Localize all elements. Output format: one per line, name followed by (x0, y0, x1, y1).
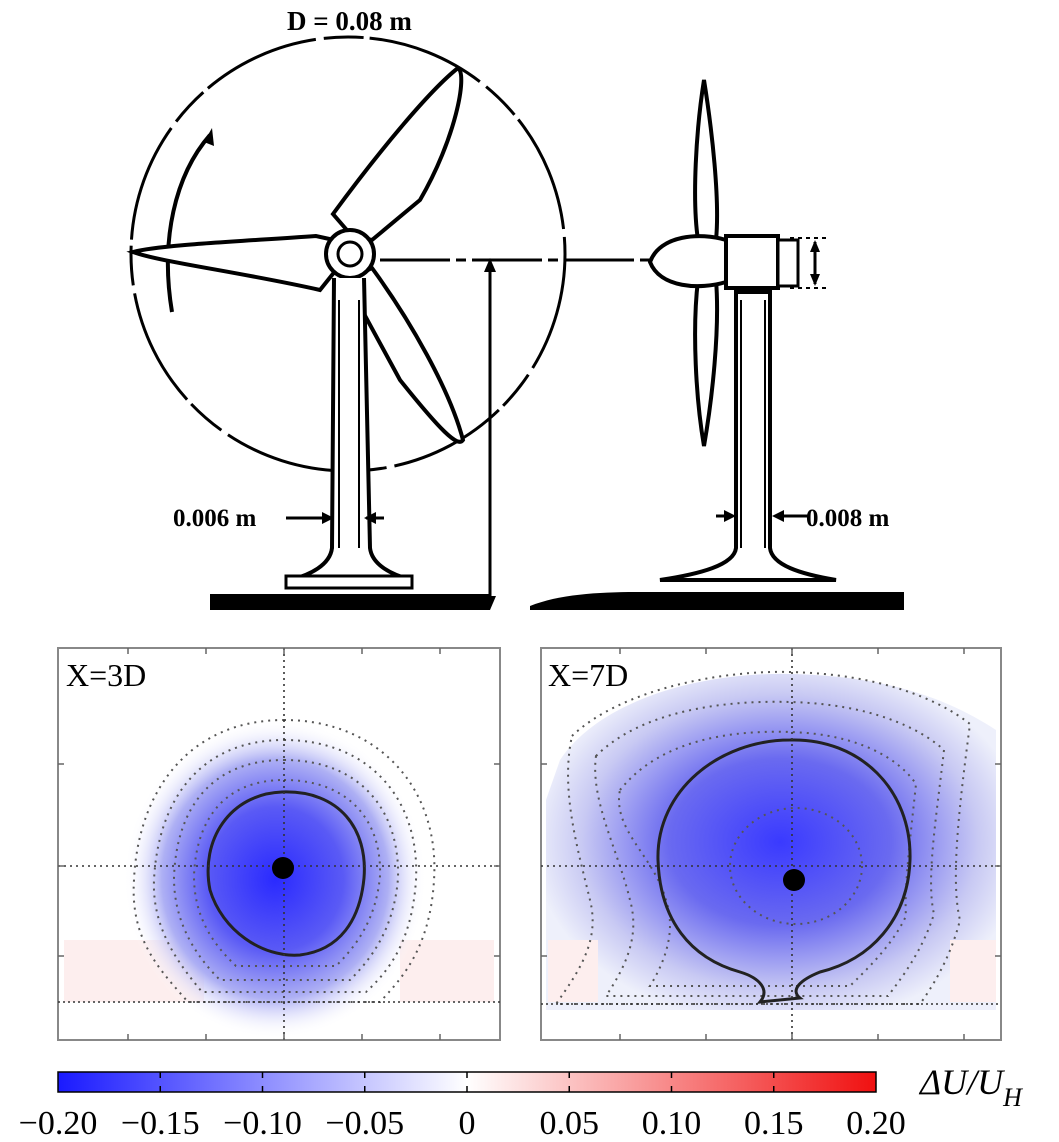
rotor-diameter-label: D = 0.08 m (287, 6, 412, 36)
hub-height-dimension (380, 258, 730, 610)
turbine-front-view (126, 35, 567, 610)
colorbar-tick-label: −0.05 (325, 1105, 404, 1142)
hub-marker-3d (272, 857, 294, 879)
wake-panel-3d: X=3D (57, 647, 501, 1050)
panel-label-7d: X=7D (548, 657, 628, 693)
ground-left (210, 594, 490, 610)
colorbar: −0.20 −0.15 −0.10 −0.05 0 0.05 0.10 0.15 0.20 ΔU… (19, 1062, 1023, 1142)
hub-marker-7d (783, 869, 805, 891)
nacelle (724, 234, 780, 290)
rotation-arrow (165, 133, 212, 313)
base-front (284, 574, 414, 590)
hub-inner (336, 240, 364, 268)
spinner (647, 234, 728, 289)
wake-panel-7d: X=7D (540, 647, 1002, 1041)
tower-width-side-dimension (716, 510, 808, 522)
colorbar-tick-label: 0.15 (744, 1105, 804, 1142)
colorbar-tick-label: −0.20 (19, 1105, 98, 1142)
wake-contour-solid-7d (656, 738, 912, 1004)
colorbar-tick-label: 0 (459, 1105, 476, 1142)
rotation-arrowhead (204, 128, 214, 146)
blade-upper (330, 65, 464, 243)
blade-lower (347, 265, 466, 444)
tower-side (659, 290, 837, 582)
colorbar-tick-label: 0.10 (642, 1105, 702, 1142)
panel-label-3d: X=3D (66, 657, 146, 693)
colorbar-tick-label: −0.10 (223, 1105, 302, 1142)
tower-width-front-dimension (286, 512, 384, 524)
wake-contour-solid-3d (206, 790, 366, 957)
colorbar-tick-label: −0.15 (121, 1105, 200, 1142)
colorbar-tick-label: 0.05 (540, 1105, 600, 1142)
turbine-side-view (530, 79, 904, 610)
colorbar-label: ΔU/UH (918, 1062, 1023, 1112)
ground-right (530, 592, 904, 610)
tower-width-front-label: 0.006 m (173, 505, 257, 532)
tower-width-side-label: 0.008 m (806, 505, 890, 532)
colorbar-label-subscript: H (1002, 1083, 1023, 1112)
colorbar-tick-label: 0.20 (846, 1105, 906, 1142)
blade-left (126, 233, 339, 293)
